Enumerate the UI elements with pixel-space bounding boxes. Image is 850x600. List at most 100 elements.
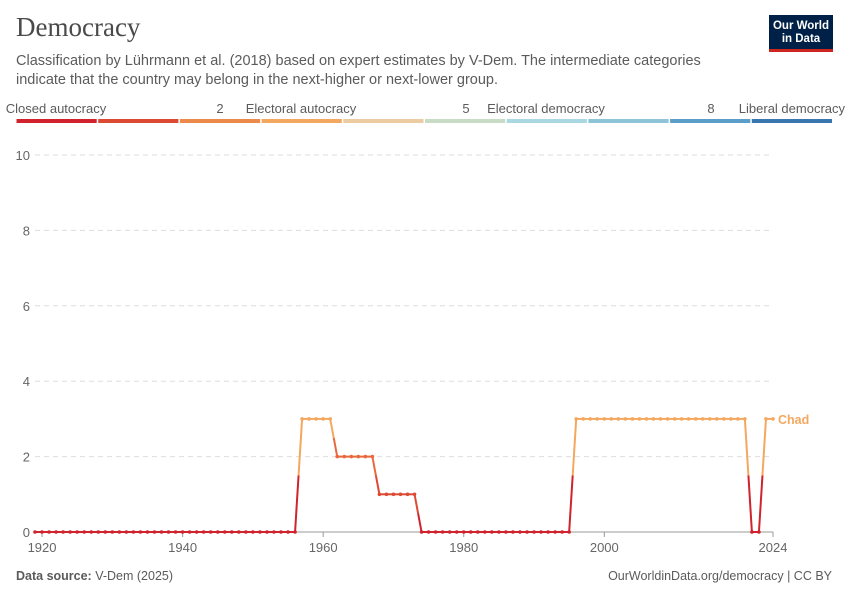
data-point-1980: [461, 530, 466, 534]
x-tick-label-1920: 1920: [28, 540, 57, 555]
data-point-2001: [609, 417, 614, 421]
data-point-1974: [419, 530, 424, 534]
legend-label-6: 8: [707, 101, 714, 116]
series-label-chad: Chad: [778, 413, 809, 427]
data-point-1972: [405, 492, 410, 497]
data-point-1963: [342, 454, 347, 459]
legend-swatch-6: [425, 119, 506, 123]
data-point-1960: [321, 417, 325, 421]
data-point-1946: [222, 530, 227, 534]
data-point-2016: [714, 417, 719, 421]
y-tick-label-2: 2: [23, 450, 30, 465]
chart-subtitle: Classification by Lührmann et al. (2018)…: [16, 53, 701, 88]
series-segment: [371, 456, 377, 476]
data-point-1938: [166, 530, 171, 534]
series-segment: [332, 437, 339, 457]
data-point-1950: [251, 530, 255, 534]
y-tick-label-6: 6: [23, 299, 30, 314]
data-point-1932: [124, 530, 129, 534]
data-point-1934: [138, 530, 143, 534]
x-tick-label-2000: 2000: [590, 540, 619, 555]
data-point-1954: [279, 530, 283, 534]
data-point-2004: [630, 417, 635, 421]
logo-line-2: in Data: [781, 33, 821, 45]
series-segment: [757, 475, 764, 533]
data-point-2015: [707, 417, 712, 421]
data-point-1962: [335, 454, 340, 459]
data-point-1941: [187, 530, 192, 534]
legend-swatch-5: [343, 119, 424, 123]
data-point-1936: [152, 530, 157, 534]
data-point-1986: [504, 530, 508, 534]
series-segment: [743, 418, 750, 476]
y-tick-label-4: 4: [23, 374, 30, 389]
legend-swatch-1: [16, 119, 97, 123]
data-point-1987: [511, 530, 515, 534]
data-point-1992: [546, 530, 550, 534]
data-point-1990: [532, 530, 536, 534]
legend-label-3: Electoral autocracy: [246, 101, 357, 116]
legend-swatch-3: [179, 119, 261, 123]
series-segment: [413, 494, 420, 514]
data-point-1955: [286, 530, 290, 534]
data-point-1926: [82, 530, 86, 534]
data-point-1921: [47, 530, 51, 534]
data-point-1935: [145, 530, 150, 534]
data-point-2009: [665, 417, 670, 421]
data-point-1939: [173, 530, 178, 534]
data-point-1976: [433, 530, 438, 534]
data-point-1982: [476, 530, 480, 534]
data-point-1933: [131, 530, 136, 534]
data-point-2011: [679, 417, 684, 421]
data-point-1943: [201, 530, 206, 534]
data-point-2007: [651, 417, 656, 421]
data-point-1947: [230, 530, 234, 534]
data-source-label: Data source:: [16, 569, 92, 583]
legend-swatch-2: [98, 119, 179, 123]
data-point-1951: [258, 530, 262, 534]
y-tick-label-0: 0: [23, 525, 30, 540]
data-point-1945: [215, 530, 220, 534]
axes: 1920 1940 1960 1980 2000 2024: [28, 531, 788, 555]
data-point-2002: [616, 417, 621, 421]
data-point-1993: [553, 530, 557, 534]
data-source: Data source: V-Dem (2025): [16, 569, 173, 583]
data-point-1979: [454, 530, 459, 534]
source-link[interactable]: OurWorldinData.org/democracy | CC BY: [608, 569, 832, 583]
data-point-1948: [237, 530, 241, 534]
x-tick-label-2024: 2024: [759, 540, 788, 555]
data-point-1922: [54, 530, 58, 534]
legend-label-2: 2: [216, 101, 223, 116]
data-point-2023: [764, 417, 768, 421]
data-point-1931: [117, 530, 122, 534]
data-point-2008: [658, 417, 663, 421]
data-point-1919: [33, 530, 37, 534]
x-tick-label-1960: 1960: [309, 540, 338, 555]
legend-label-5: Electoral democracy: [487, 101, 605, 116]
data-point-2013: [693, 417, 698, 421]
data-point-1983: [483, 530, 487, 534]
data-point-1930: [110, 530, 115, 534]
y-tick-label-10: 10: [16, 148, 30, 163]
x-tick-label-1980: 1980: [449, 540, 478, 555]
data-point-1998: [588, 417, 593, 421]
data-point-1949: [244, 530, 248, 534]
series-segment: [761, 418, 767, 476]
data-point-1966: [363, 454, 368, 459]
data-point-1964: [349, 454, 354, 459]
data-point-2005: [637, 417, 642, 421]
data-point-1989: [525, 530, 529, 534]
data-point-1991: [539, 530, 543, 534]
data-point-2000: [602, 417, 607, 421]
data-point-1994: [560, 530, 564, 534]
legend-swatch-4: [261, 119, 342, 123]
data-point-2021: [750, 530, 754, 534]
data-point-1920: [40, 530, 44, 534]
democracy-chart: Closed autocracy 2 Electoral autocracy 5 Ele…: [6, 101, 846, 555]
series-segment: [294, 475, 300, 533]
data-point-1984: [490, 530, 494, 534]
owid-logo[interactable]: Our World in Data: [769, 15, 833, 52]
data-point-1971: [398, 492, 403, 497]
data-point-1970: [391, 492, 396, 497]
data-point-1937: [159, 530, 164, 534]
